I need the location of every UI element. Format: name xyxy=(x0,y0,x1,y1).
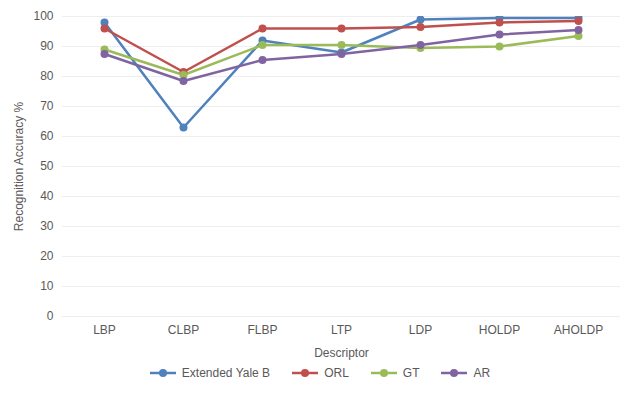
html-text:Extended Yale B: Extended Yale B xyxy=(181,366,271,380)
svg-text:70: 70 xyxy=(40,99,54,113)
svg-text:Recognition Accuracy %: Recognition Accuracy % xyxy=(12,101,26,231)
svg-text:80: 80 xyxy=(40,69,54,83)
svg-text:HOLDP: HOLDP xyxy=(479,323,520,337)
svg-text:Descriptor: Descriptor xyxy=(314,346,369,360)
svg-text:40: 40 xyxy=(40,189,54,203)
html-text:ORL: ORL xyxy=(324,366,349,380)
svg-text:LTP: LTP xyxy=(331,323,352,337)
svg-text:AHOLDP: AHOLDP xyxy=(554,323,603,337)
svg-text:CLBP: CLBP xyxy=(168,323,199,337)
svg-text:20: 20 xyxy=(40,249,54,263)
svg-text:FLBP: FLBP xyxy=(247,323,277,337)
svg-text:60: 60 xyxy=(40,129,54,143)
svg-text:10: 10 xyxy=(40,279,54,293)
svg-text:LBP: LBP xyxy=(93,323,116,337)
html-text:AR: AR xyxy=(473,366,491,380)
svg-text:50: 50 xyxy=(40,159,54,173)
svg-text:90: 90 xyxy=(40,39,54,53)
svg-text:0: 0 xyxy=(47,309,54,323)
svg-text:LDP: LDP xyxy=(409,323,432,337)
html-text:GT: GT xyxy=(402,366,420,380)
svg-text:100: 100 xyxy=(33,9,53,23)
svg-text:30: 30 xyxy=(40,219,54,233)
